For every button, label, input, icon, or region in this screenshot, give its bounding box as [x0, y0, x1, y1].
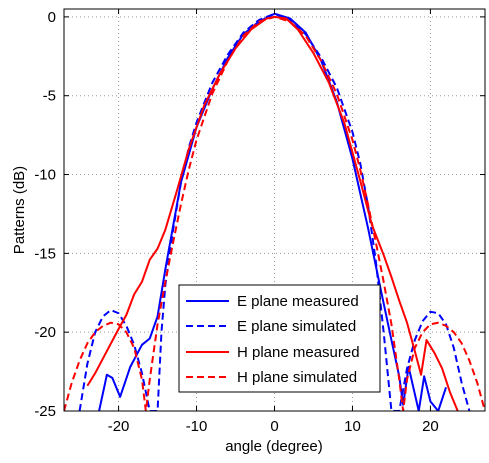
series-layer [64, 12, 485, 411]
x-tick-label: -10 [186, 418, 208, 435]
y-tick-label: -10 [34, 167, 56, 184]
legend-label: H plane measured [237, 344, 360, 361]
x-tick-labels: -20 -10 0 10 20 [108, 418, 439, 435]
y-tick-label: 0 [48, 9, 56, 26]
legend-box [178, 284, 381, 393]
y-tick-label: -15 [34, 245, 56, 262]
legend-label: E plane simulated [237, 318, 356, 335]
legend-label: E plane measured [237, 293, 359, 310]
x-tick-label: -20 [108, 418, 130, 435]
x-tick-label: 10 [344, 418, 361, 435]
x-tick-label: 20 [422, 418, 439, 435]
x-tick-label: 0 [270, 418, 278, 435]
y-axis-label: Patterns (dB) [11, 166, 28, 254]
legend: E plane measured E plane simulated H plane… [178, 284, 381, 393]
x-axis-label: angle (degree) [225, 438, 323, 455]
y-tick-labels: 0 -5 -10 -15 -20 -25 [34, 9, 56, 420]
y-tick-label: -25 [34, 403, 56, 420]
series-line-h-plane-simulated [64, 15, 485, 411]
y-tick-label: -5 [43, 88, 56, 105]
tick-marks [64, 9, 485, 412]
series-line-e-plane-simulated [78, 12, 471, 411]
legend-label: H plane simulated [237, 369, 357, 386]
grid-lines [64, 9, 485, 412]
y-tick-label: -20 [34, 324, 56, 341]
